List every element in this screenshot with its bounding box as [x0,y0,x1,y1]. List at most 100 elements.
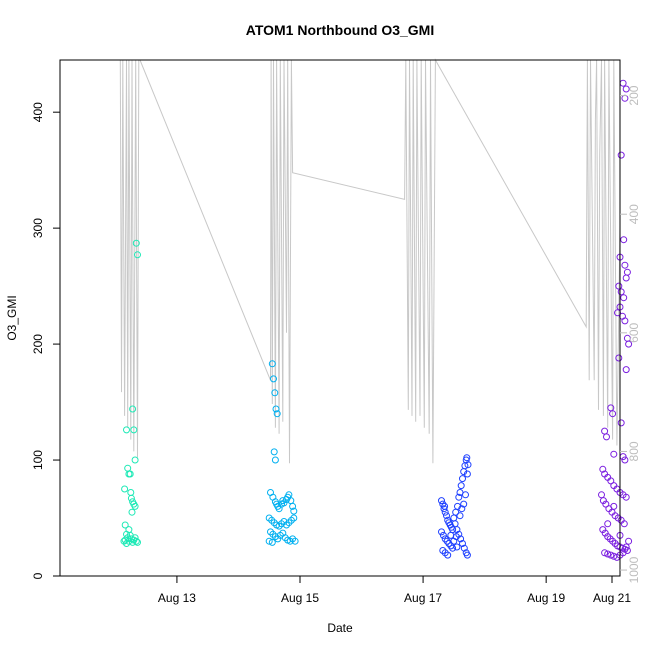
data-point [625,537,633,545]
data-point [443,537,451,545]
data-point [460,544,468,552]
data-point [609,410,617,418]
data-point [462,491,469,499]
x-tick-label: Aug 19 [527,591,565,605]
data-point [623,268,631,276]
data-point [127,494,135,502]
data-point [287,516,295,524]
data-point [459,540,466,547]
data-point [450,514,458,522]
data-point [615,282,623,290]
data-point [463,551,471,559]
data-point [453,543,461,551]
data-point [604,520,612,528]
data-point [286,537,294,545]
data-point [606,535,614,543]
data-point [619,79,627,87]
data-point [455,493,463,501]
data-point [463,454,471,462]
data-point [275,522,283,530]
data-point [598,491,605,499]
data-point [127,489,135,496]
data-point [601,427,609,435]
data-point [131,534,139,542]
data-point [460,500,468,508]
data-point [622,543,630,551]
data-point [449,544,457,552]
data-point [270,375,277,383]
data-point [617,288,625,296]
data-point [272,405,280,413]
data-point [131,456,139,464]
data-point [439,547,447,554]
data-point [444,551,452,559]
data-point [621,317,629,325]
data-point [125,537,133,545]
y2-tick-label: 400 [627,204,641,224]
data-point [273,410,281,418]
data-point [625,340,633,348]
x-tick-label: Aug 17 [404,591,442,605]
data-point [610,502,618,510]
data-point [601,549,609,557]
data-point [290,514,298,522]
data-point [126,470,134,478]
data-point [290,507,298,515]
data-point [130,426,138,434]
data-point [457,482,465,490]
data-point [622,85,630,93]
y2-tick-label: 200 [627,85,641,105]
y2-tick-label: 800 [627,441,641,461]
data-point [131,502,139,510]
data-point [599,465,607,473]
y-axis: 0 100 200 300 400 [31,102,60,579]
data-point [453,526,461,534]
data-point [132,239,140,247]
data-point [617,419,625,427]
data-point [617,151,625,159]
data-point [283,521,290,529]
y-tick-label: 300 [31,218,45,238]
x-tick-label: Aug 13 [158,591,196,605]
data-point [121,485,129,493]
data-point [603,433,610,441]
data-point [441,508,449,516]
data-point [271,456,279,464]
data-point [289,502,297,510]
data-point [123,426,130,434]
data-point [268,360,276,368]
data-point [441,502,449,510]
data-point [620,294,628,302]
y-tick-label: 100 [31,450,45,470]
data-point [611,540,619,547]
data-point [270,448,278,456]
y-axis-label: O3_GMI [5,295,19,340]
data-point [599,526,607,534]
y2-axis: 200 400 600 800 1000 [620,85,641,583]
data-point [610,450,618,458]
y-tick-label: 400 [31,102,45,122]
data-point [120,537,128,545]
data-point [620,236,628,244]
y2-tick-label: 600 [627,322,641,342]
data-point [622,366,630,374]
y-tick-label: 0 [31,572,45,579]
chart-title: ATOM1 Northbound O3_GMI [246,22,434,38]
data-point [441,535,449,543]
y2-tick-label: 1000 [627,556,641,583]
data-point [271,389,279,397]
y-tick-label: 200 [31,334,45,354]
data-point [129,405,137,413]
data-point [265,537,273,545]
plot-frame [59,59,621,577]
data-point [459,475,466,483]
data-point [599,497,607,505]
data-point [128,508,136,516]
data-point [464,461,472,469]
data-point [439,531,447,539]
data-point [121,521,129,529]
data-point [132,537,140,545]
data-point [621,456,629,464]
